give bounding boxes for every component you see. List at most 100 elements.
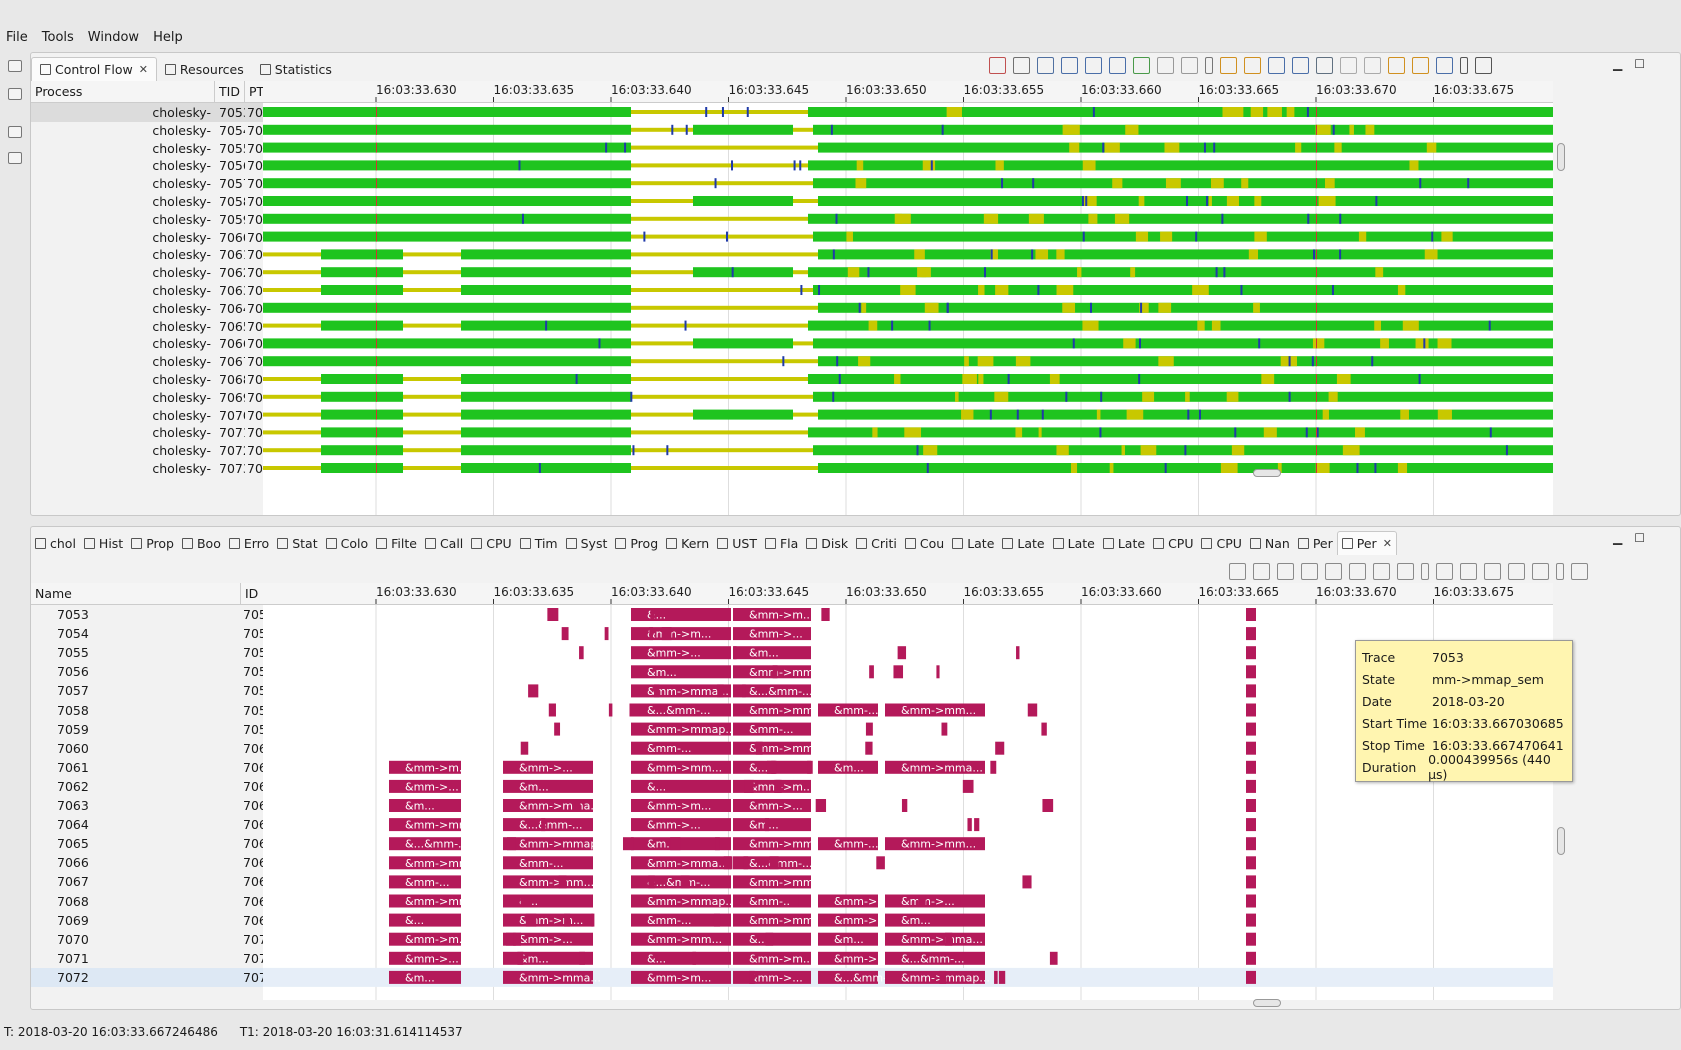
view-menu-icon[interactable] (1475, 56, 1492, 74)
next-bookmark-icon[interactable] (1181, 56, 1198, 74)
thread-row[interactable]: 7056 705 (31, 662, 263, 681)
state-bar[interactable] (631, 779, 731, 793)
tab-cpu-usage[interactable]: CPU (1149, 531, 1197, 555)
state-bar[interactable] (389, 970, 461, 984)
state-bar[interactable] (733, 703, 811, 717)
state-bar[interactable] (885, 932, 985, 946)
state-bar[interactable] (1246, 665, 1256, 679)
state-bar[interactable] (1246, 875, 1256, 889)
state-bar[interactable] (733, 875, 811, 889)
time-ruler[interactable]: 16:03:33.630 16:03:33.635 16:03:33.640 16:0… (263, 583, 1553, 605)
state-bar[interactable] (631, 856, 731, 870)
dropdown-icon[interactable] (1556, 562, 1564, 580)
state-bar[interactable] (631, 608, 731, 621)
state-bar[interactable] (733, 627, 811, 641)
state-bar[interactable] (631, 951, 731, 965)
tab-latency-scatter[interactable]: Late (998, 531, 1048, 555)
state-bar[interactable] (631, 703, 731, 717)
tab-colors[interactable]: Colo (322, 531, 373, 555)
close-icon[interactable]: ✕ (1382, 537, 1392, 550)
tab-critical-path[interactable]: Criti (852, 531, 901, 555)
thread-row[interactable]: 7054 705 (31, 624, 263, 643)
state-bar[interactable] (733, 818, 811, 832)
thread-row[interactable]: 7053 705 (31, 605, 263, 624)
thread-row[interactable]: 7055 705 (31, 643, 263, 662)
thread-row[interactable]: 7071 707 (31, 949, 263, 968)
tab-perf[interactable]: Per ✕ (1336, 531, 1397, 555)
state-bar[interactable] (503, 856, 593, 870)
state-bar[interactable] (503, 913, 593, 927)
up-icon[interactable] (1220, 56, 1237, 74)
tab-progress[interactable]: Prog (611, 531, 662, 555)
down-icon[interactable] (1460, 562, 1477, 580)
state-bar[interactable] (818, 913, 878, 927)
thread-row[interactable]: 7072 707 (31, 967, 263, 987)
thread-row[interactable]: 7061 706 (31, 758, 263, 777)
minimize-icon[interactable]: ▁ (1613, 531, 1623, 545)
state-bar[interactable] (885, 951, 985, 965)
state-bar[interactable] (503, 760, 593, 774)
thread-row[interactable]: 7070 707 (31, 930, 263, 949)
restore-icon[interactable] (8, 126, 22, 138)
thread-row[interactable]: 7067 706 (31, 872, 263, 891)
state-bar[interactable] (733, 799, 811, 812)
tab-ust[interactable]: UST (713, 531, 761, 555)
zoom-out-icon[interactable] (1292, 56, 1309, 74)
zoom-in-icon[interactable] (1268, 56, 1285, 74)
thread-row[interactable]: 7068 706 (31, 892, 263, 911)
tab-time[interactable]: Tim (516, 531, 562, 555)
process-row[interactable]: cholesky- 707370 (31, 459, 263, 478)
tab-trace[interactable]: chol (31, 531, 80, 555)
project-explorer-icon[interactable] (8, 88, 22, 100)
thread-row[interactable]: 7064 706 (31, 815, 263, 834)
state-bar[interactable] (1246, 722, 1256, 736)
tab-cpu[interactable]: CPU (467, 531, 515, 555)
state-bar[interactable] (631, 760, 731, 774)
horizontal-scrollbar[interactable] (1253, 999, 1281, 1007)
time-ruler[interactable]: 16:03:33.630 16:03:33.635 16:03:33.640 16:0… (263, 81, 1553, 103)
pin-icon[interactable] (1532, 562, 1549, 580)
thread-row[interactable]: 7058 705 (31, 701, 263, 720)
prev-bookmark-icon[interactable] (1373, 562, 1390, 580)
state-bar[interactable] (885, 913, 985, 927)
pin-icon[interactable] (1436, 56, 1453, 74)
hide-arrows-icon[interactable] (1316, 56, 1333, 74)
thread-row[interactable]: 7065 706 (31, 834, 263, 853)
column-header-ptid[interactable]: PTID (249, 84, 263, 99)
state-bar[interactable] (631, 799, 731, 812)
state-bar[interactable] (389, 779, 461, 793)
minimize-icon[interactable]: ▁ (1613, 57, 1623, 71)
next-marker-icon[interactable] (1412, 56, 1429, 74)
state-bar[interactable] (733, 608, 811, 621)
tab-statistics[interactable]: Stat (273, 531, 321, 555)
tab-system[interactable]: Syst (562, 531, 612, 555)
state-bar[interactable] (503, 932, 593, 946)
state-bar[interactable] (631, 646, 731, 660)
thread-row[interactable]: 7057 705 (31, 681, 263, 700)
state-bar[interactable] (389, 894, 461, 908)
state-bar[interactable] (389, 932, 461, 946)
state-bar[interactable] (885, 760, 985, 774)
restore-icon[interactable] (8, 60, 22, 72)
state-bar[interactable] (818, 894, 878, 908)
state-bar[interactable] (1246, 703, 1256, 717)
tab-cpu-usage[interactable]: CPU (1197, 531, 1245, 555)
tab-histogram[interactable]: Hist (80, 531, 127, 555)
state-bar[interactable] (389, 875, 461, 889)
vertical-scrollbar[interactable] (1557, 143, 1565, 171)
state-bar[interactable] (503, 970, 593, 984)
state-bar[interactable] (1246, 779, 1256, 793)
state-bar[interactable] (631, 932, 731, 946)
tree-icon[interactable] (1253, 562, 1270, 580)
state-bar[interactable] (1246, 646, 1256, 660)
state-bar[interactable] (503, 837, 593, 851)
follow-prev-icon[interactable] (1340, 56, 1357, 74)
